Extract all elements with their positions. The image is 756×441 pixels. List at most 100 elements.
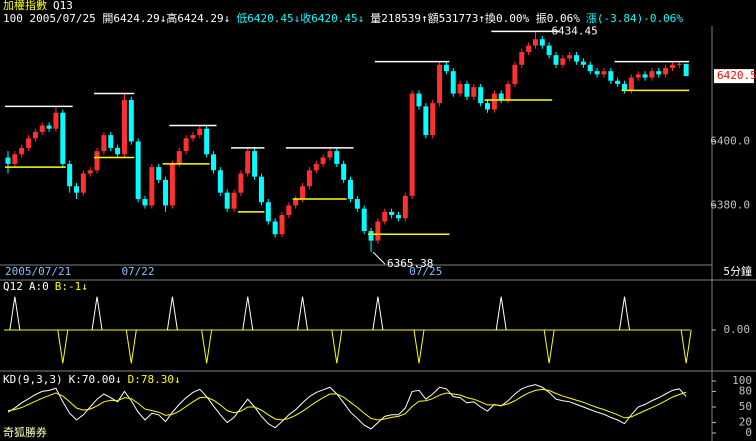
candle-body: [498, 93, 504, 100]
last-price-box: [714, 69, 754, 84]
candle-body: [423, 106, 429, 136]
candle-body: [80, 173, 86, 193]
signal-spike: [495, 296, 507, 331]
candle-body: [580, 61, 586, 65]
candle-body: [190, 135, 196, 139]
candle-body: [265, 202, 271, 222]
candle-body: [176, 151, 182, 164]
header-item: Q12: [3, 280, 23, 293]
candle-body: [354, 199, 360, 209]
candle-body: [5, 157, 11, 164]
signal-spike: [543, 329, 555, 364]
candle-body: [443, 64, 449, 72]
signal-spike: [201, 329, 213, 364]
candle-body: [53, 112, 59, 129]
candle-body: [39, 125, 45, 132]
candle-body: [300, 186, 306, 200]
candle-body: [594, 71, 600, 75]
candle-body: [121, 99, 127, 155]
candle-body: [437, 64, 443, 104]
candle-body: [526, 45, 532, 52]
candle-body: [485, 103, 490, 110]
candle-body: [224, 192, 230, 209]
candle-body: [519, 51, 525, 65]
header-item: D:78.30↓: [127, 373, 181, 386]
x-tick-label: 2005/07/21: [5, 265, 71, 278]
signal-spike: [91, 296, 103, 331]
candle-body: [135, 141, 141, 200]
x-tick-label: 07/22: [121, 265, 154, 278]
candle-body: [464, 83, 470, 97]
candle-body: [622, 83, 627, 91]
candle-body: [156, 167, 162, 180]
header-item: KD(9,3,3): [3, 373, 63, 386]
signal-spike: [372, 296, 384, 331]
title-suffix: Q13: [53, 0, 73, 12]
candle-body: [74, 186, 79, 193]
candle-body: [628, 77, 634, 91]
candle-body: [608, 71, 614, 81]
candle-body: [306, 170, 312, 187]
last-price-label: 6420.5: [717, 69, 756, 82]
candle-body: [649, 71, 655, 78]
signal-spike: [331, 329, 343, 364]
candle-body: [601, 71, 607, 75]
candle-body: [676, 63, 682, 65]
candle-body: [19, 147, 25, 155]
signal-spike: [619, 296, 630, 331]
candle-body: [635, 74, 641, 78]
candle-body: [539, 39, 545, 46]
signal-spike: [297, 296, 309, 331]
candle-body: [375, 221, 381, 241]
signal-spike: [413, 329, 425, 364]
interval-label: 5分鐘: [723, 264, 752, 278]
watermark: 奇狐勝券: [3, 426, 47, 439]
candle-body: [258, 176, 264, 203]
candle-body: [293, 199, 299, 206]
candle-body: [279, 215, 285, 235]
y-tick-label: 80: [739, 384, 752, 397]
y-tick-label: 0.00: [724, 323, 751, 336]
annotation: 6365.38: [387, 257, 433, 270]
candle-body: [341, 163, 347, 180]
candle-body: [26, 138, 32, 148]
header-item: A:0: [28, 280, 49, 293]
candle-body: [67, 163, 73, 187]
candle-body: [169, 163, 175, 206]
candle-body: [183, 138, 189, 152]
candle-body: [101, 135, 107, 152]
candle-body: [663, 67, 669, 75]
candle-body: [327, 151, 333, 158]
candle-body: [368, 231, 374, 241]
candle-body: [491, 93, 497, 110]
y-tick-label: 6380.0: [710, 198, 750, 211]
candle-body: [574, 55, 580, 62]
header-item: 量218539↑額531773↑換0.00% 振0.06%: [370, 12, 580, 25]
candle-body: [211, 154, 216, 171]
y-tick-label: 0: [745, 426, 752, 439]
signal-spike: [166, 296, 178, 331]
kd-line: [7, 388, 687, 421]
candle-body: [272, 221, 278, 235]
candle-body: [252, 151, 258, 177]
candle-body: [361, 208, 367, 232]
signal-spike: [57, 329, 69, 364]
candle-body: [642, 74, 648, 78]
quote-row: 100 2005/07/25 開6424.29↓高6424.29↓ 低6420.4…: [3, 13, 689, 25]
y-tick-label: 20: [739, 416, 752, 429]
candle-body: [245, 151, 251, 174]
candle-body: [12, 154, 18, 164]
candle-body: [163, 179, 169, 206]
candle-body: [471, 87, 477, 97]
candle-body: [320, 157, 326, 164]
annotation-leader: [372, 251, 386, 265]
candle-body: [450, 71, 456, 94]
candle-body: [567, 55, 573, 59]
candle-body: [505, 83, 511, 100]
header-item: K:70.00↓: [68, 373, 122, 386]
header-item: 100 2005/07/25 開6424.29↓高6424.29↓: [3, 12, 231, 25]
signal-spike: [680, 329, 692, 364]
candle-body: [416, 93, 422, 107]
